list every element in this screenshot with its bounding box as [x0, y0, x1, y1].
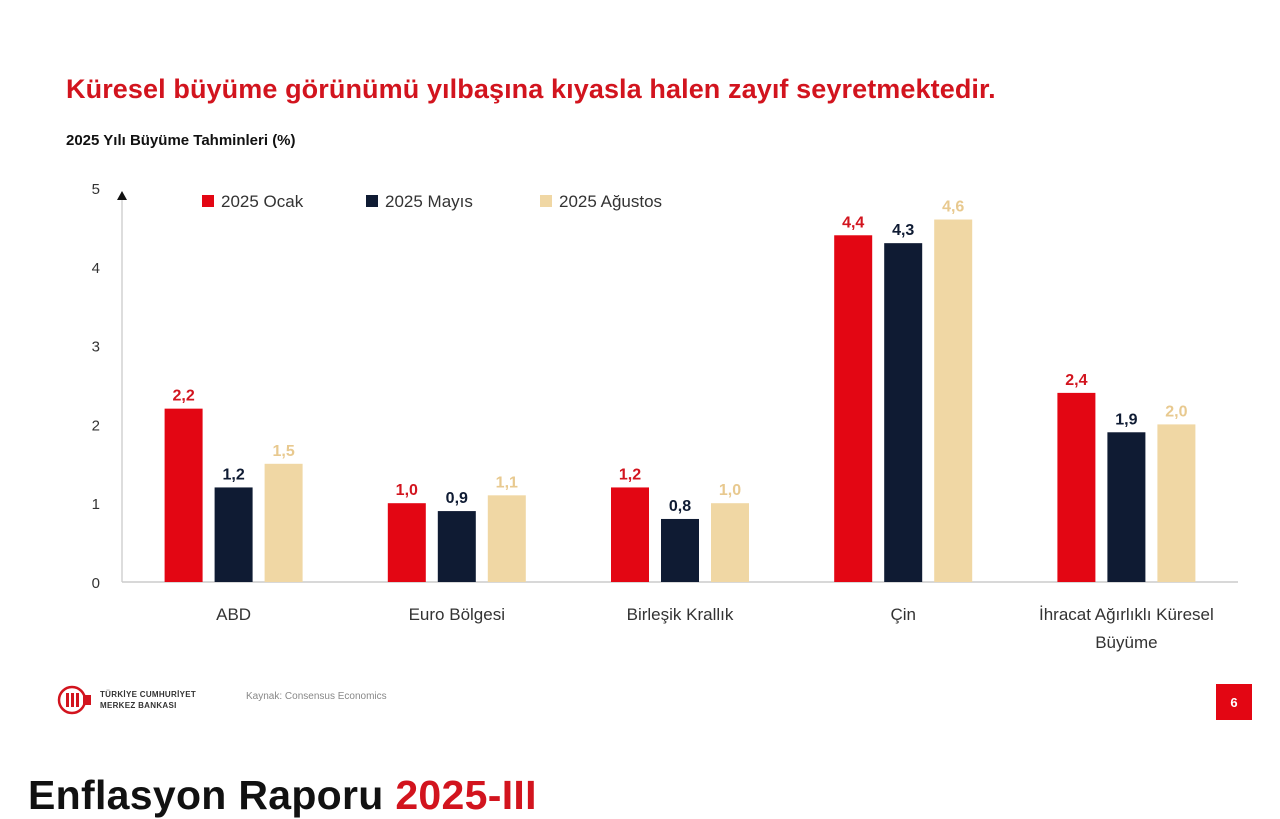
data-label: 4,3 [892, 222, 914, 239]
x-category-label: Büyüme [1095, 633, 1157, 652]
bar-1 [387, 503, 426, 582]
logo-line-2: MERKEZ BANKASI [100, 701, 177, 710]
data-label: 1,0 [719, 482, 741, 499]
tcmb-logo: TÜRKİYE CUMHURİYET MERKEZ BANKASI [56, 684, 196, 716]
page-number-badge: 6 [1216, 684, 1252, 720]
legend-swatch-3 [540, 195, 552, 207]
data-label: 0,9 [446, 490, 468, 507]
bar-3 [264, 463, 303, 582]
page-headline: Küresel büyüme görünümü yılbaşına kıyasl… [66, 74, 996, 104]
y-tick-label: 1 [92, 496, 100, 513]
legend-swatch-1 [202, 195, 214, 207]
x-category-label: ABD [216, 605, 251, 624]
y-tick-label: 5 [92, 181, 100, 198]
data-label: 1,2 [619, 466, 641, 483]
legend-label: 2025 Ocak [221, 192, 304, 211]
y-axis-arrow-icon [117, 191, 127, 200]
report-title-text: Enflasyon Raporu [28, 772, 384, 818]
bar-2 [661, 518, 699, 582]
bar-2 [884, 243, 923, 582]
y-tick-label: 4 [92, 260, 100, 277]
data-label: 0,8 [669, 498, 691, 515]
legend-swatch-2 [366, 195, 378, 207]
legend-label: 2025 Mayıs [385, 192, 473, 211]
x-category-label: İhracat Ağırlıklı Küresel [1039, 605, 1214, 624]
report-title: Enflasyon Raporu 2025-III [28, 772, 537, 819]
report-year: 2025-III [395, 772, 537, 818]
data-label: 2,4 [1065, 372, 1087, 389]
bar-2 [214, 487, 253, 582]
data-label: 2,2 [172, 388, 194, 405]
data-label: 1,9 [1115, 411, 1137, 428]
chart-subtitle: 2025 Yılı Büyüme Tahminleri (%) [66, 132, 296, 149]
x-category-label: Birleşik Krallık [627, 605, 734, 624]
data-label: 2,0 [1165, 403, 1187, 420]
data-label: 1,0 [396, 482, 418, 499]
y-tick-label: 2 [92, 417, 100, 434]
logo-line-1: TÜRKİYE CUMHURİYET [100, 690, 197, 699]
data-label: 4,4 [842, 214, 864, 231]
tcmb-emblem-icon [57, 685, 91, 715]
data-label: 1,5 [272, 443, 294, 460]
bar-2 [1107, 432, 1146, 582]
data-label: 1,2 [222, 466, 244, 483]
bar-1 [164, 408, 203, 582]
source-note: Kaynak: Consensus Economics [246, 691, 387, 702]
y-tick-label: 0 [92, 575, 100, 592]
growth-forecast-bar-chart: 0 1 2 3 4 5 2,2 1,2 1,5 ABD 1,0 0,9 1,1 Euro Bölgesi 1… [92, 181, 1238, 652]
bar-1 [1057, 392, 1096, 582]
data-label: 4,6 [942, 199, 964, 216]
bar-1 [611, 487, 649, 582]
bar-3 [934, 219, 973, 582]
bar-1 [834, 235, 873, 582]
legend-label: 2025 Ağustos [559, 192, 662, 211]
y-tick-label: 3 [92, 339, 100, 356]
bar-3 [1157, 424, 1196, 582]
x-category-label: Euro Bölgesi [409, 605, 505, 624]
bar-3 [487, 495, 526, 582]
bar-3 [711, 503, 749, 582]
bar-2 [437, 511, 476, 582]
x-category-label: Çin [890, 605, 916, 624]
data-label: 1,1 [496, 474, 518, 491]
